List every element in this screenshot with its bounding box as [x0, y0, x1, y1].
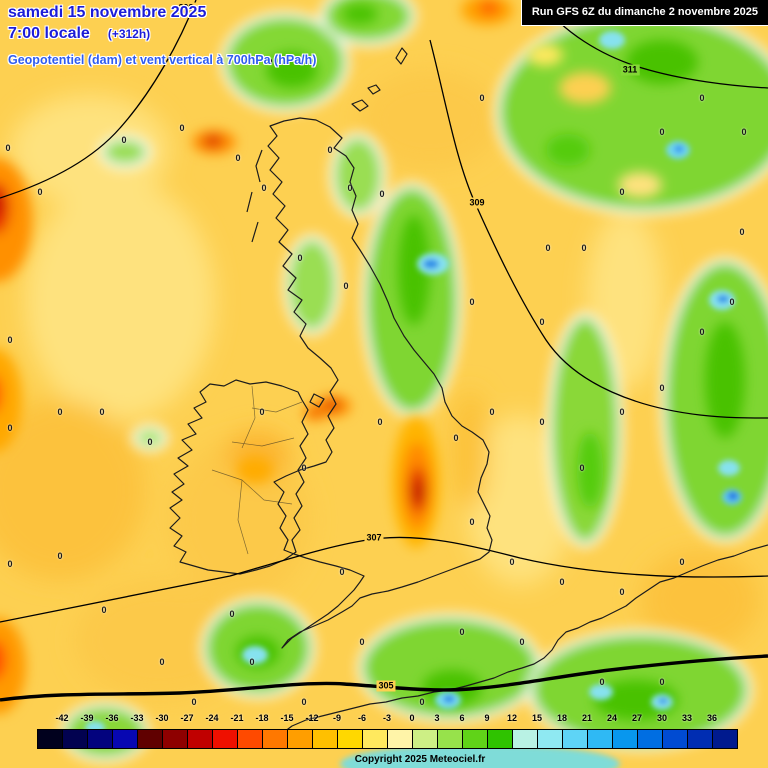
time-text: 7:00 locale	[8, 25, 90, 42]
scale-tick-label: -9	[332, 713, 342, 723]
scale-tick-label: -24	[205, 713, 219, 723]
scale-box	[437, 729, 463, 749]
scale-box	[587, 729, 613, 749]
map-subtitle: Geopotentiel (dam) et vent vertical à 70…	[8, 53, 317, 67]
geopotential-contour	[539, 0, 768, 89]
scale-tick-label: 21	[581, 713, 593, 723]
green-region-holes	[527, 44, 662, 198]
scale-tick-label: 33	[681, 713, 693, 723]
scale-box	[462, 729, 488, 749]
date-text: samedi 15 novembre 2025	[8, 4, 207, 21]
scale-box	[37, 729, 63, 749]
scale-box	[362, 729, 388, 749]
scale-box	[187, 729, 213, 749]
scale-box	[487, 729, 513, 749]
scale-tick-label: -21	[230, 713, 244, 723]
scale-box	[537, 729, 563, 749]
geopotential-contour-bold	[0, 654, 768, 702]
scale-tick-label: 18	[556, 713, 568, 723]
scale-tick-label: 3	[434, 713, 440, 723]
scale-box	[337, 729, 363, 749]
coastline-isle-of-man	[309, 393, 325, 408]
scale-box	[562, 729, 588, 749]
scale-box	[412, 729, 438, 749]
field-variations	[0, 70, 760, 700]
scale-tick-label: -36	[105, 713, 119, 723]
scale-boxes	[37, 729, 738, 749]
scale-box	[162, 729, 188, 749]
coastline-great-britain	[267, 117, 493, 649]
scale-box	[387, 729, 413, 749]
time-row: 7:00 locale (+312h)	[8, 25, 316, 43]
scale-box	[637, 729, 663, 749]
scale-box	[62, 729, 88, 749]
scale-box	[612, 729, 638, 749]
scale-box	[212, 729, 238, 749]
scale-tick-label: 9	[484, 713, 490, 723]
map-header: samedi 15 novembre 2025 7:00 locale (+31…	[8, 4, 316, 67]
inner-borders-ireland	[211, 385, 303, 555]
scale-tick-label: -15	[280, 713, 294, 723]
geopotential-contour	[429, 39, 768, 419]
coastline-france	[283, 544, 768, 733]
scale-tick-label: -6	[357, 713, 367, 723]
scale-box	[312, 729, 338, 749]
scale-tick-label: -18	[255, 713, 269, 723]
forecast-offset: (+312h)	[107, 27, 151, 41]
scale-tick-label: -27	[180, 713, 194, 723]
cold-anomalies	[85, 31, 742, 768]
scale-tick-label: -12	[305, 713, 319, 723]
scale-tick-label: 30	[656, 713, 668, 723]
run-info-badge: Run GFS 6Z du dimanche 2 novembre 2025	[520, 0, 768, 26]
scale-tick-label: -42	[55, 713, 69, 723]
scale-tick-label: 15	[531, 713, 543, 723]
scale-box	[287, 729, 313, 749]
scale-tick-label: 12	[506, 713, 518, 723]
scale-tick-label: -3	[382, 713, 392, 723]
scale-tick-label: -30	[155, 713, 169, 723]
scale-tick-label: 0	[409, 713, 415, 723]
scale-tick-label: -33	[130, 713, 144, 723]
scale-box	[712, 729, 738, 749]
scale-tick-label: 36	[706, 713, 718, 723]
warm-anomalies	[0, 0, 513, 714]
geopotential-contour	[0, 0, 197, 199]
green-cores	[236, 4, 745, 720]
scale-tick-label: 6	[459, 713, 465, 723]
copyright-text: Copyright 2025 Meteociel.fr	[354, 754, 486, 765]
scale-tick-label: 24	[606, 713, 618, 723]
scale-ticks: -42 -39 -36 -33 -30 -27 -24 -21 -18 -15 -12 -9 -6 -3 0…	[0, 713, 768, 726]
coastlines	[169, 47, 768, 733]
scale-box	[137, 729, 163, 749]
scale-box	[662, 729, 688, 749]
coastline-ireland	[169, 379, 309, 575]
coastline-hebrides	[246, 149, 263, 243]
scale-box	[262, 729, 288, 749]
scale-box	[87, 729, 113, 749]
scale-tick-label: -39	[80, 713, 94, 723]
coastline-orkney	[351, 47, 408, 112]
scale-box	[112, 729, 138, 749]
scale-box	[512, 729, 538, 749]
scale-tick-label: 27	[631, 713, 643, 723]
scale-box	[237, 729, 263, 749]
scale-box	[687, 729, 713, 749]
